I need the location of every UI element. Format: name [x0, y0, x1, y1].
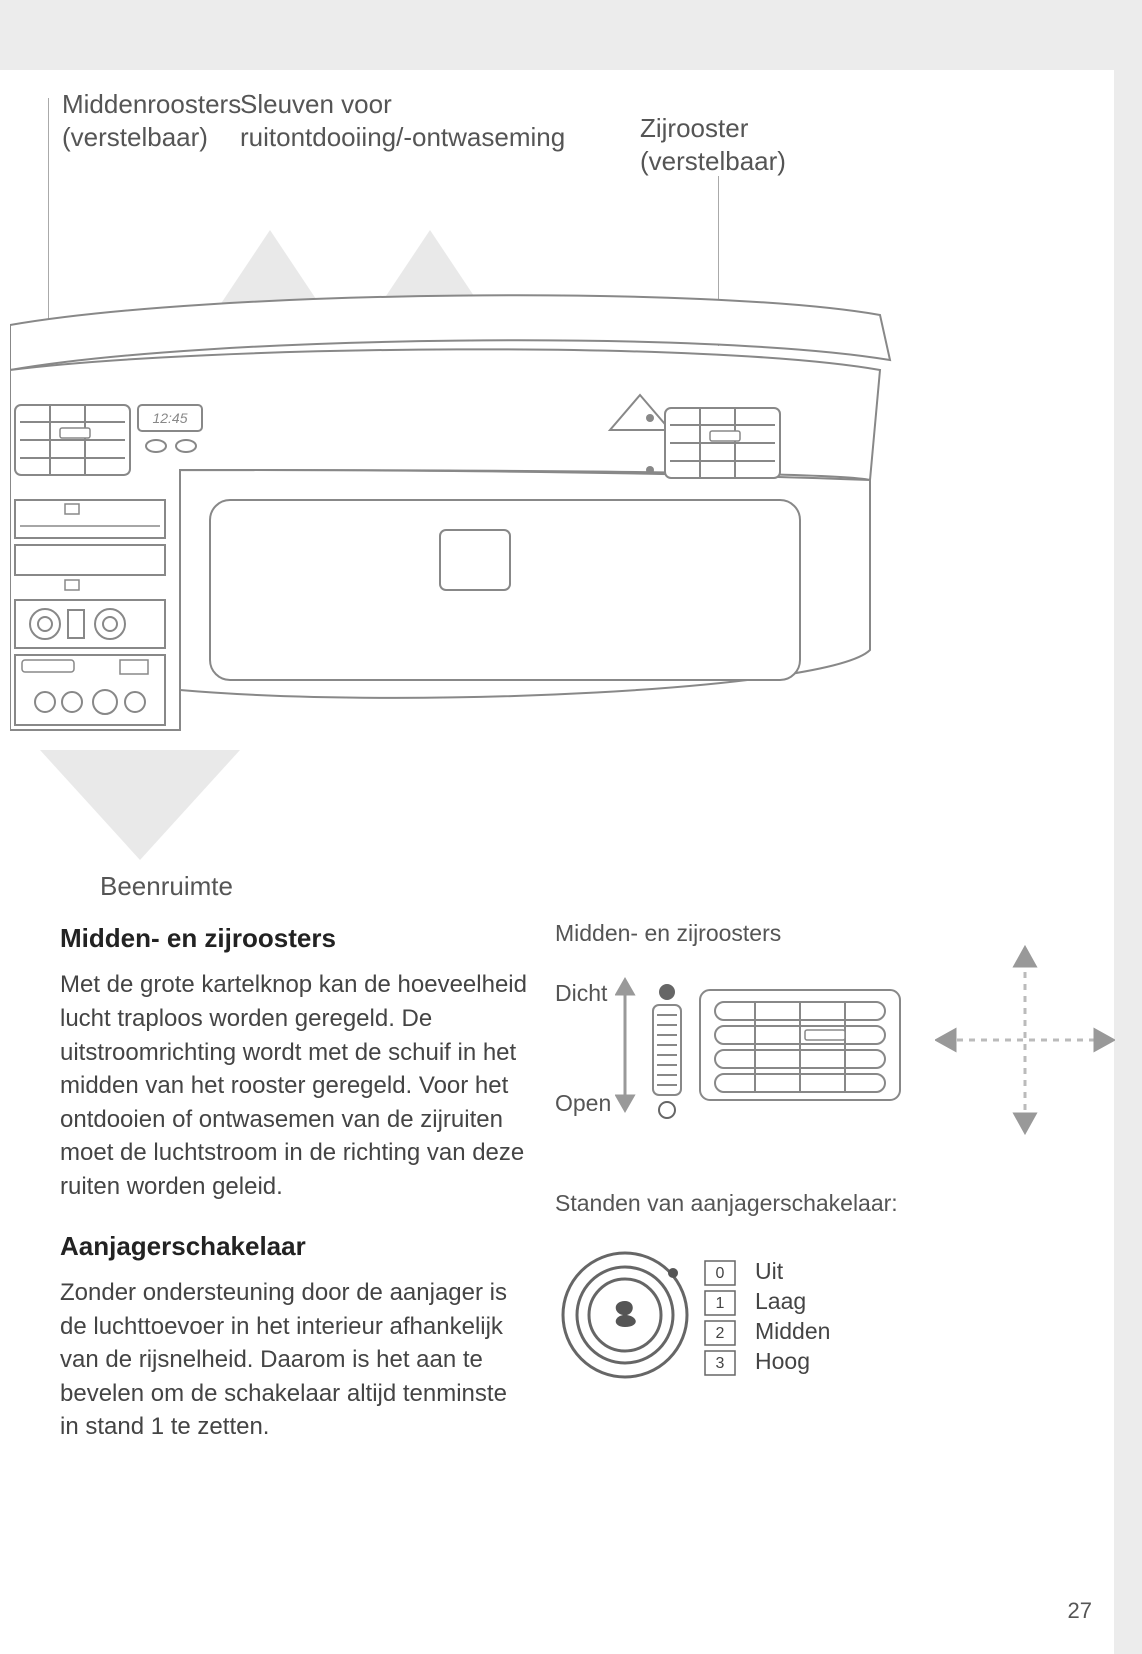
heading-midden-zijroosters: Midden- en zijroosters [60, 920, 530, 956]
label-dicht: Dicht [555, 980, 607, 1007]
label-line: Zijrooster [640, 113, 748, 143]
label-line: Sleuven voor [240, 89, 392, 119]
page-number: 27 [1068, 1598, 1092, 1624]
arrow-down-icon [617, 1096, 633, 1110]
header-band [0, 0, 1142, 70]
arrow-down-icon [1015, 1114, 1035, 1132]
airflow-arrow-icon [40, 750, 240, 860]
vent-control-diagram [615, 960, 935, 1130]
heading-aanjagerschakelaar: Aanjagerschakelaar [60, 1228, 530, 1264]
paragraph: Met de grote kartelknop kan de hoeveelhe… [60, 968, 530, 1203]
direction-arrows [935, 940, 1115, 1140]
center-stack [15, 500, 165, 725]
arrow-up-icon [617, 980, 633, 994]
side-vent-right [646, 408, 780, 478]
arrow-up-icon [1015, 948, 1035, 966]
clock-text: 12:45 [152, 410, 187, 426]
dial-closed-icon [659, 984, 675, 1000]
dial-pointer-icon [668, 1268, 678, 1278]
svg-text:2: 2 [716, 1325, 725, 1342]
svg-text:Laag: Laag [755, 1288, 806, 1314]
setting-1: 1 Laag [705, 1288, 806, 1315]
margin-band [1114, 0, 1142, 1654]
svg-text:Uit: Uit [755, 1258, 784, 1284]
label-middenroosters: Middenroosters (verstelbaar) [62, 88, 241, 153]
dashboard-diagram: 12:45 [10, 170, 910, 860]
page: Middenroosters (verstelbaar) Sleuven voo… [0, 0, 1142, 1654]
label-open: Open [555, 1090, 611, 1117]
label-line: (verstelbaar) [62, 121, 241, 154]
svg-text:1: 1 [716, 1295, 725, 1312]
caption-vent: Midden- en zijroosters [555, 920, 781, 947]
svg-text:Midden: Midden [755, 1318, 830, 1344]
dial-track [653, 1005, 681, 1095]
center-vent-left [15, 405, 130, 475]
label-text: Beenruimte [100, 871, 233, 901]
label-zijrooster: Zijrooster (verstelbaar) [640, 112, 786, 177]
paragraph: Zonder ondersteuning door de aanjager is… [60, 1276, 530, 1444]
svg-text:Hoog: Hoog [755, 1348, 810, 1374]
svg-text:3: 3 [716, 1355, 725, 1372]
glovebox-handle [440, 530, 510, 590]
label-beenruimte: Beenruimte [100, 870, 233, 903]
dial-open-icon [659, 1102, 675, 1118]
svg-text:0: 0 [716, 1265, 725, 1282]
vent-slider [805, 1030, 845, 1040]
label-sleuven: Sleuven voor ruitontdooiing/-ontwaseming [240, 88, 565, 153]
arrow-left-icon [937, 1030, 955, 1050]
caption-fan: Standen van aanjagerschakelaar: [555, 1190, 898, 1217]
fan-switch-diagram: 0 Uit 1 Laag 2 Midden 3 Hoog [555, 1235, 955, 1395]
text-column-left: Midden- en zijroosters Met de grote kart… [60, 920, 530, 1468]
setting-3: 3 Hoog [705, 1348, 810, 1375]
arrow-right-icon [1095, 1030, 1113, 1050]
label-line: ruitontdooiing/-ontwaseming [240, 121, 565, 154]
label-line: Middenroosters [62, 89, 241, 119]
setting-0: 0 Uit [705, 1258, 784, 1285]
setting-2: 2 Midden [705, 1318, 830, 1345]
